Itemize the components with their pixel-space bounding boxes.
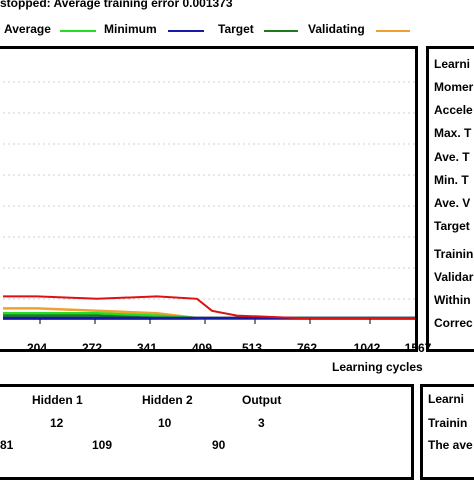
- side-label-11: Within: [434, 293, 471, 307]
- hidden1-header: Hidden 1: [32, 393, 83, 407]
- side-label-10: Validar: [434, 270, 474, 284]
- x-tick-label: 762: [296, 341, 318, 355]
- output-count: 3: [258, 416, 265, 430]
- legend-minimum-swatch: [168, 30, 204, 32]
- hidden2-header: Hidden 2: [142, 393, 193, 407]
- x-tick-label: 513: [241, 341, 263, 355]
- legend-validating-swatch: [376, 30, 410, 32]
- x-tick-label: 204: [26, 341, 48, 355]
- x-axis-label: Learning cycles: [332, 360, 423, 374]
- legend-average-label: Average: [4, 22, 51, 36]
- legend-average-swatch: [60, 30, 96, 32]
- side-label-8: Target: [434, 219, 470, 233]
- info-panel: [420, 384, 474, 480]
- side-label-12: Correc: [434, 316, 473, 330]
- status-line: stopped: Average training error 0.001373: [0, 0, 233, 10]
- x-tick-label: 1567: [404, 341, 432, 355]
- output-header: Output: [242, 393, 282, 407]
- training-parameters-panel: [426, 46, 474, 352]
- side-label-2: Momer: [434, 80, 474, 94]
- input-weights: 81: [0, 438, 14, 452]
- side-label-4: Max. T: [434, 126, 472, 140]
- side-label-7: Ave. V: [434, 196, 471, 210]
- info-line-1: Learni: [428, 392, 465, 406]
- x-tick-label: 409: [191, 341, 213, 355]
- legend-target-label: Target: [218, 22, 254, 36]
- hidden1-count: 12: [50, 416, 64, 430]
- line-chart: [3, 81, 415, 324]
- hidden2-weights: 90: [212, 438, 226, 452]
- hidden2-count: 10: [158, 416, 172, 430]
- side-label-1: Learni: [434, 57, 471, 71]
- side-label-5: Ave. T: [434, 150, 470, 164]
- x-tick-label: 341: [136, 341, 158, 355]
- info-line-3: The ave: [428, 438, 473, 452]
- info-line-2: Trainin: [428, 416, 468, 430]
- legend-validating-label: Validating: [308, 22, 365, 36]
- chart-panel: [0, 46, 418, 352]
- legend-minimum-label: Minimum: [104, 22, 157, 36]
- legend: Average Minimum Target Validating: [0, 16, 474, 40]
- hidden1-weights: 109: [92, 438, 113, 452]
- side-label-6: Min. T: [434, 173, 469, 187]
- side-label-3: Accele: [434, 103, 473, 117]
- side-label-9: Trainin: [434, 247, 474, 261]
- series-line-red: [3, 295, 415, 319]
- legend-target-swatch: [264, 30, 298, 32]
- x-tick-label: 272: [81, 341, 103, 355]
- x-tick-label: 1042: [353, 341, 381, 355]
